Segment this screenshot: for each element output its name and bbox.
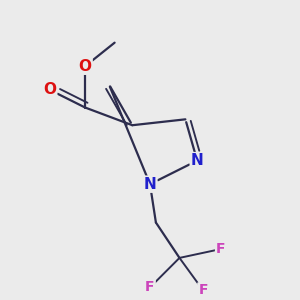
Text: F: F bbox=[198, 283, 208, 297]
Text: N: N bbox=[144, 177, 156, 192]
Text: N: N bbox=[191, 153, 203, 168]
Text: O: O bbox=[43, 82, 56, 97]
Text: F: F bbox=[145, 280, 155, 294]
Text: F: F bbox=[216, 242, 226, 256]
Text: O: O bbox=[79, 59, 92, 74]
